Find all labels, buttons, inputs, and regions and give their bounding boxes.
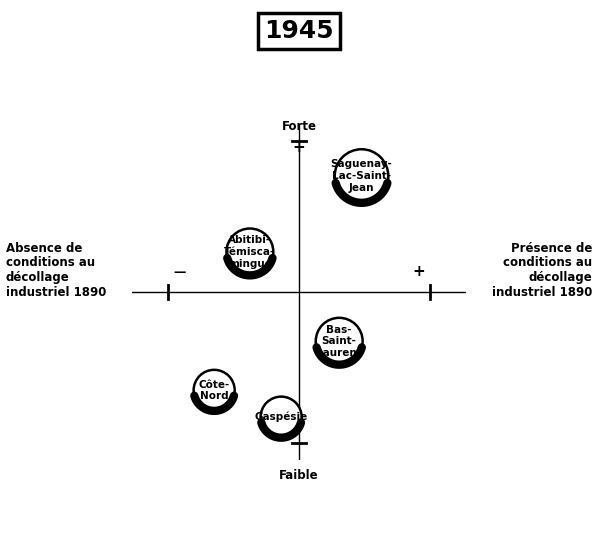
Text: Présence de
conditions au
décollage
industriel 1890: Présence de conditions au décollage indu… — [492, 241, 592, 300]
Text: Faible: Faible — [279, 469, 319, 481]
Text: —: — — [173, 266, 186, 279]
Text: +: + — [412, 264, 425, 279]
Text: Saguenay-
Lac-Saint-
Jean: Saguenay- Lac-Saint- Jean — [331, 160, 392, 193]
Text: Côte-
Nord: Côte- Nord — [199, 380, 230, 401]
Text: Gaspésie: Gaspésie — [255, 412, 308, 423]
Text: +: + — [292, 140, 306, 155]
Text: Absence de
conditions au
décollage
industriel 1890: Absence de conditions au décollage indus… — [6, 241, 106, 300]
Circle shape — [335, 149, 388, 203]
Text: Abitibi-
Témisca-
mingue: Abitibi- Témisca- mingue — [224, 235, 276, 268]
Circle shape — [194, 370, 234, 411]
Circle shape — [261, 397, 301, 438]
Text: Bas-
Saint-
Laurent: Bas- Saint- Laurent — [316, 325, 362, 358]
Circle shape — [316, 318, 362, 365]
Text: Forte: Forte — [282, 120, 316, 133]
Text: 1945: 1945 — [264, 19, 334, 43]
Circle shape — [227, 228, 273, 275]
